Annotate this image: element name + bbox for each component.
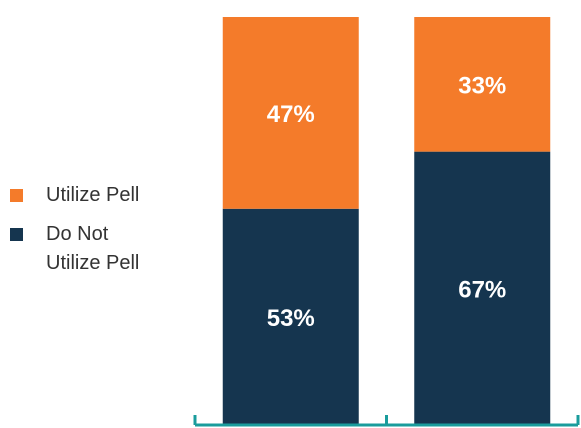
bar-segment <box>222 17 359 209</box>
legend-label: Utilize Pell <box>46 184 140 206</box>
value-label: 53% <box>267 305 315 332</box>
legend: Utilize Pell Do Not Utilize Pell <box>10 181 170 288</box>
bar-segment <box>414 151 551 425</box>
legend-label: Do Not Utilize Pell <box>46 223 140 274</box>
legend-item: Utilize Pell <box>10 181 166 210</box>
value-label: 33% <box>458 73 506 100</box>
legend-item: Do Not Utilize Pell <box>10 220 166 278</box>
bar-segment <box>222 208 359 425</box>
legend-swatch <box>10 189 23 202</box>
legend-swatch <box>10 228 23 241</box>
value-label: 67% <box>458 277 506 304</box>
bar-segment <box>414 17 551 152</box>
value-label: 47% <box>267 101 315 128</box>
